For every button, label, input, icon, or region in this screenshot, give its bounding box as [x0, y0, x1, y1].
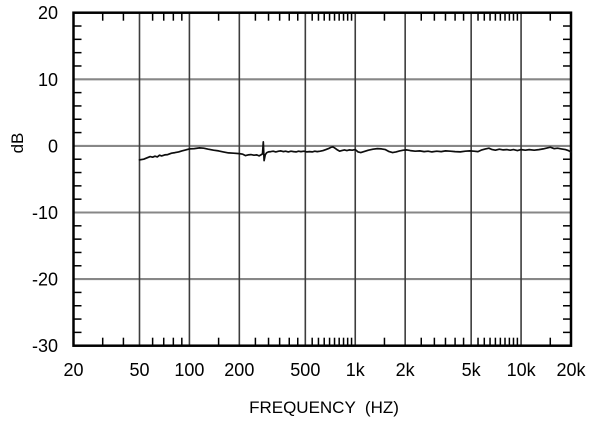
grid-layer [73, 12, 571, 346]
x-tick-label: 2k [396, 360, 416, 380]
plot-frame [72, 11, 573, 347]
curve-layer [138, 141, 572, 162]
frame-layer [72, 11, 573, 347]
x-axis-title: FREQUENCY (HZ) [249, 398, 399, 417]
x-tick-label: 500 [290, 360, 320, 380]
x-tick-label: 200 [224, 360, 254, 380]
x-tick-label: 5k [462, 360, 482, 380]
y-tick-label: -20 [32, 270, 58, 290]
y-tick-label: 10 [38, 70, 58, 90]
y-tick-label: 0 [48, 136, 58, 156]
x-tick-label: 10k [507, 360, 537, 380]
x-tick-label: 50 [129, 360, 149, 380]
x-tick-label: 20k [556, 360, 586, 380]
y-tick-label: 20 [38, 3, 58, 23]
y-axis-title: dB [8, 133, 27, 154]
response-curve [138, 141, 572, 162]
x-tick-label: 20 [63, 360, 83, 380]
x-tick-label: 1k [346, 360, 366, 380]
y-tick-label: -30 [32, 336, 58, 356]
y-tick-label: -10 [32, 203, 58, 223]
x-tick-label: 100 [174, 360, 204, 380]
tick-layer [73, 12, 571, 346]
